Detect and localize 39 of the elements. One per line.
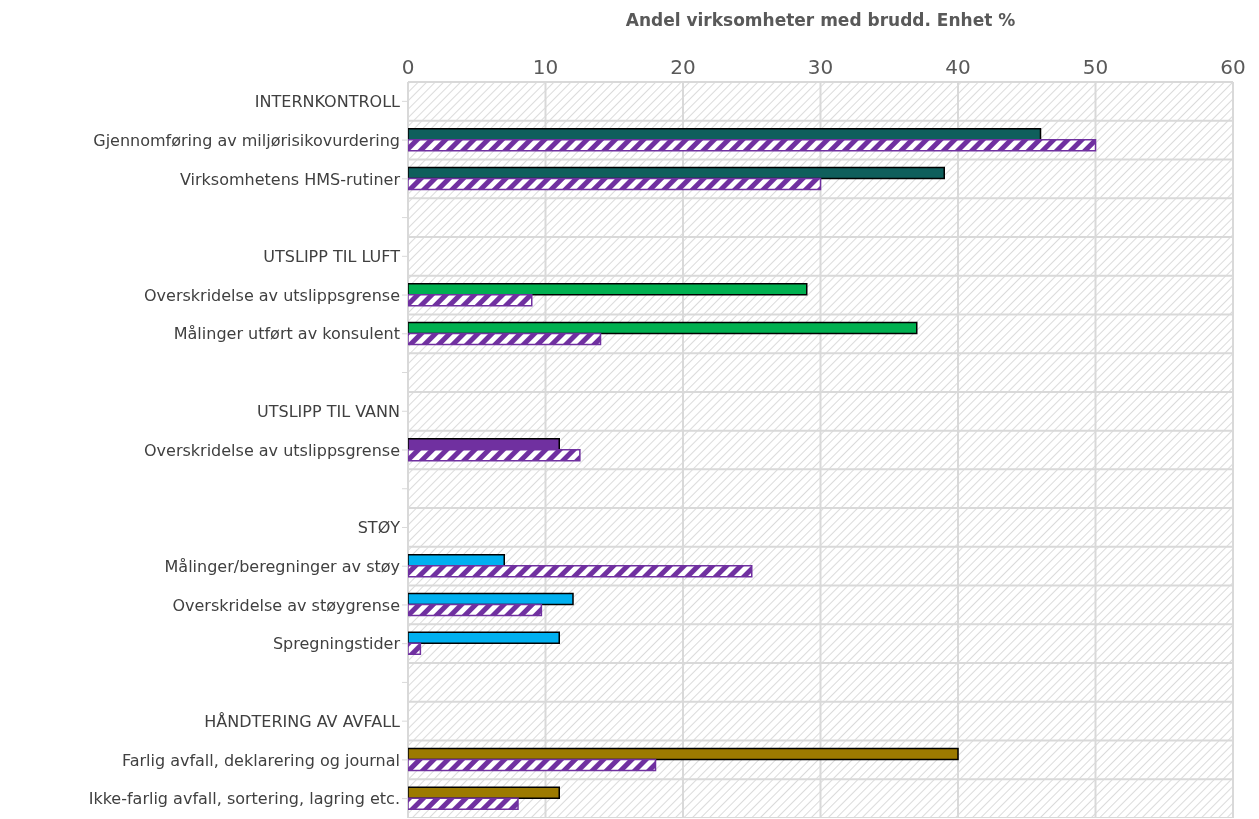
y-tick-label: Overskridelse av støygrense (172, 595, 400, 615)
bar (408, 177, 822, 191)
x-tick-label: 20 (670, 55, 696, 79)
y-tick-label: Målinger/beregninger av støy (164, 556, 400, 576)
bar (408, 592, 574, 606)
bar (408, 758, 657, 772)
y-tick-label: HÅNDTERING AV AVFALL (204, 711, 401, 731)
y-tick-label: Farlig avfall, deklarering og journal (121, 750, 400, 770)
bar (408, 603, 543, 617)
x-tick-label: 60 (1220, 55, 1246, 79)
bar (408, 138, 1097, 152)
y-tick-label: STØY (357, 518, 401, 538)
x-axis-title: Andel virksomheter med brudd. Enhet % (625, 10, 1016, 31)
bar (408, 332, 602, 346)
bar (408, 642, 422, 656)
y-tick-label: Målinger utført av konsulent (173, 324, 400, 344)
y-tick-label: UTSLIPP TIL VANN (257, 401, 400, 421)
x-tick-label: 40 (945, 55, 971, 79)
x-tick-label: 30 (807, 55, 834, 79)
y-tick-label: Ikke-farlig avfall, sortering, lagring etc. (88, 789, 400, 809)
bar (408, 631, 560, 645)
y-tick-label: Spregningstider (272, 634, 401, 654)
x-tick-label: 10 (532, 55, 559, 79)
bar (408, 786, 560, 800)
y-tick-label: Overskridelse av utslippsgrense (143, 285, 400, 305)
y-tick-label: Virksomhetens HMS-rutiner (179, 169, 401, 189)
bar (408, 565, 753, 578)
y-tick-label: Gjennomføring av miljørisikovurdering (93, 130, 400, 150)
bar (408, 797, 519, 811)
bar (408, 321, 918, 335)
y-tick-label: Overskridelse av utslippsgrense (143, 440, 400, 460)
y-tick-label: INTERNKONTROLL (254, 92, 401, 112)
bar (408, 282, 808, 296)
y-tick-label: UTSLIPP TIL LUFT (263, 247, 401, 266)
bar (408, 166, 945, 180)
x-tick-label: 50 (1082, 55, 1109, 79)
bar (408, 293, 533, 307)
x-tick-label: 0 (401, 55, 415, 79)
bar (408, 747, 959, 761)
